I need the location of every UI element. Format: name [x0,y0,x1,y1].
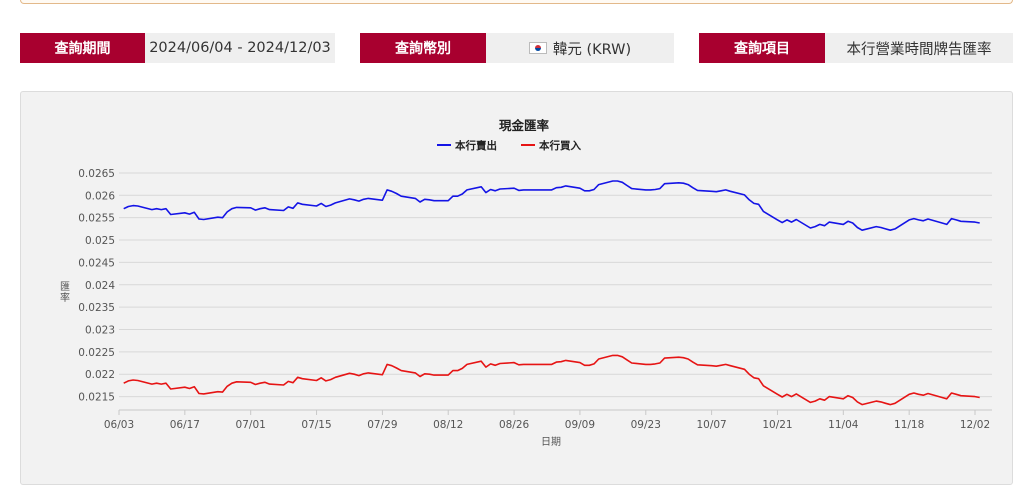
x-tick-label: 09/23 [631,419,661,431]
y-tick-label: 0.023 [85,324,115,336]
x-tick-label: 08/26 [499,419,530,431]
currency-value[interactable]: 韓元 (KRW) [486,33,674,63]
chart-title: 現金匯率 [499,118,550,133]
grid-lines [119,172,992,398]
x-tick-label: 08/12 [433,419,463,431]
currency-label: 查詢幣別 [360,33,486,63]
chart-panel: 0.0265 0.026 0.0255 0.025 0.0245 0.024 0.0235 0… [20,91,1013,485]
y-axis-label-char: 匯 [60,281,70,293]
item-filter: 查詢項目 本行營業時間牌告匯率 [699,33,1013,63]
x-tick-label: 07/15 [301,419,331,431]
series-lines [123,180,980,406]
x-tick-label: 07/29 [367,419,397,431]
x-tick-label: 11/18 [894,419,924,431]
x-axis-label: 日期 [541,436,561,448]
x-tick-label: 07/01 [236,419,266,431]
x-tick-label: 12/02 [960,419,990,431]
y-tick-label: 0.0235 [78,302,115,314]
y-tick-label: 0.0255 [78,213,115,225]
legend-label: 本行買入 [539,139,581,152]
y-tick-label: 0.022 [85,369,115,381]
axes: 0.0265 0.026 0.0255 0.025 0.0245 0.024 0.0235 0… [78,168,992,431]
notice-box-edge [20,0,1013,4]
currency-filter: 查詢幣別 韓元 (KRW) [360,33,674,63]
legend: 本行賣出 本行買入 [437,139,581,152]
y-tick-label: 0.024 [85,280,115,292]
legend-label: 本行賣出 [455,139,497,152]
item-label: 查詢項目 [699,33,825,63]
y-tick-label: 0.0225 [78,347,115,359]
item-value[interactable]: 本行營業時間牌告匯率 [825,33,1013,63]
x-tick-label: 06/03 [104,419,134,431]
y-tick-label: 0.026 [85,190,115,202]
series-line-sell [123,180,980,231]
y-axis-label: 匯率 [60,281,70,304]
south-korea-flag-icon [528,42,547,54]
x-tick-label: 06/17 [170,419,200,431]
exchange-rate-chart: 0.0265 0.026 0.0255 0.025 0.0245 0.024 0.0235 0… [60,118,992,448]
y-tick-label: 0.0245 [78,257,115,269]
series-line-buy [123,354,980,406]
x-tick-label: 10/07 [696,419,726,431]
x-tick-label: 10/21 [762,419,792,431]
x-tick-label: 09/09 [565,419,595,431]
period-value[interactable]: 2024/06/04 - 2024/12/03 [145,33,335,63]
filter-row: 查詢期間 2024/06/04 - 2024/12/03 查詢幣別 韓元 (KR… [0,33,1024,63]
x-tick-label: 11/04 [828,419,859,431]
y-axis-label-char: 率 [60,291,70,304]
y-tick-label: 0.0215 [78,392,115,404]
y-tick-label: 0.0265 [78,168,115,180]
currency-value-text: 韓元 (KRW) [552,41,632,58]
period-label: 查詢期間 [20,33,145,63]
y-tick-label: 0.025 [85,235,115,247]
period-filter: 查詢期間 2024/06/04 - 2024/12/03 [20,33,335,63]
